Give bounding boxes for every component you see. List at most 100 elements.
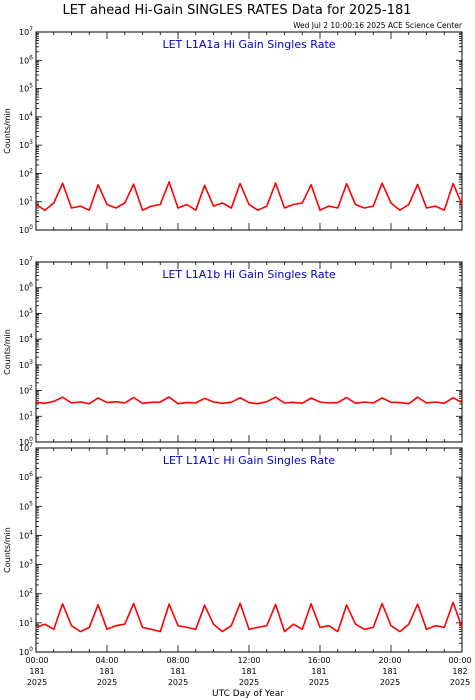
figure-title: LET ahead Hi-Gain SINGLES RATES Data for…: [62, 3, 411, 18]
x-tick-label: 20:00: [378, 656, 401, 665]
y-tick-exponent: 1: [29, 196, 33, 203]
x-axis-label: UTC Day of Year: [212, 689, 284, 699]
y-tick-label: 106: [19, 282, 33, 293]
y-tick-exponent: 0: [29, 646, 33, 653]
y-tick-exponent: 6: [29, 282, 33, 289]
y-tick-label: 101: [19, 617, 33, 628]
y-tick-label: 104: [19, 111, 33, 122]
y-tick-label: 103: [19, 559, 33, 570]
y-tick-base: 10: [19, 473, 29, 482]
y-axis-label: Counts/min: [3, 329, 12, 375]
y-tick-label: 100: [19, 224, 33, 235]
y-tick-exponent: 1: [29, 617, 33, 624]
x-tick-label: 16:00: [307, 656, 330, 665]
y-tick-base: 10: [19, 284, 29, 293]
y-tick-label: 101: [19, 196, 33, 207]
x-tick-label: 2025: [309, 678, 329, 687]
x-tick-label: 2025: [168, 678, 188, 687]
x-tick-label: 181: [29, 667, 44, 676]
y-tick-exponent: 7: [29, 256, 33, 263]
y-tick-exponent: 7: [29, 26, 33, 33]
y-tick-exponent: 7: [29, 442, 33, 449]
y-tick-base: 10: [19, 438, 29, 447]
y-tick-base: 10: [19, 226, 29, 235]
y-tick-label: 102: [19, 385, 33, 396]
x-tick-label: 181: [311, 667, 326, 676]
y-tick-exponent: 5: [29, 83, 33, 90]
y-tick-base: 10: [19, 531, 29, 540]
y-tick-label: 102: [19, 588, 33, 599]
y-tick-label: 106: [19, 54, 33, 65]
x-tick-label: 2025: [450, 678, 470, 687]
x-tick-label: 04:00: [95, 656, 118, 665]
y-tick-label: 107: [19, 442, 33, 453]
x-tick-label: 2025: [380, 678, 400, 687]
x-tick-label: 00:00: [448, 656, 471, 665]
x-tick-label: 00:00: [25, 656, 48, 665]
panel-title: LET L1A1c Hi Gain Singles Rate: [163, 454, 336, 467]
panel-title: LET L1A1b Hi Gain Singles Rate: [162, 268, 336, 281]
y-tick-label: 105: [19, 83, 33, 94]
x-tick-label: 2025: [27, 678, 47, 687]
y-axis-label: Counts/min: [3, 108, 12, 154]
y-tick-label: 107: [19, 26, 33, 37]
x-tick-label: 2025: [97, 678, 117, 687]
y-tick-exponent: 4: [29, 529, 33, 536]
x-tick-label: 181: [170, 667, 185, 676]
y-tick-label: 106: [19, 471, 33, 482]
x-tick-label: 181: [382, 667, 397, 676]
y-tick-exponent: 4: [29, 333, 33, 340]
y-tick-label: 103: [19, 139, 33, 150]
y-tick-label: 101: [19, 410, 33, 421]
y-tick-exponent: 4: [29, 111, 33, 118]
y-tick-exponent: 2: [29, 167, 33, 174]
y-tick-exponent: 2: [29, 588, 33, 595]
y-tick-base: 10: [19, 309, 29, 318]
y-tick-exponent: 2: [29, 385, 33, 392]
y-tick-label: 104: [19, 529, 33, 540]
y-tick-base: 10: [19, 361, 29, 370]
series-line: [35, 396, 463, 405]
y-axis-label: Counts/min: [3, 527, 12, 573]
y-tick-base: 10: [19, 198, 29, 207]
y-tick-base: 10: [19, 387, 29, 396]
x-tick-label: 08:00: [166, 656, 189, 665]
y-tick-exponent: 6: [29, 471, 33, 478]
y-tick-exponent: 0: [29, 224, 33, 231]
x-tick-label: 181: [241, 667, 256, 676]
y-tick-base: 10: [19, 412, 29, 421]
y-tick-label: 103: [19, 359, 33, 370]
y-tick-base: 10: [19, 85, 29, 94]
y-tick-base: 10: [19, 56, 29, 65]
y-tick-base: 10: [19, 28, 29, 37]
y-tick-label: 104: [19, 333, 33, 344]
y-tick-exponent: 5: [29, 500, 33, 507]
x-tick-label: 12:00: [237, 656, 260, 665]
y-tick-base: 10: [19, 590, 29, 599]
y-tick-exponent: 3: [29, 139, 33, 146]
y-tick-base: 10: [19, 169, 29, 178]
panel-title: LET L1A1a Hi Gain Singles Rate: [162, 38, 335, 51]
y-tick-base: 10: [19, 258, 29, 267]
y-tick-base: 10: [19, 335, 29, 344]
y-tick-base: 10: [19, 141, 29, 150]
y-tick-exponent: 3: [29, 359, 33, 366]
y-tick-base: 10: [19, 113, 29, 122]
y-tick-exponent: 3: [29, 559, 33, 566]
series-line: [35, 181, 463, 211]
y-tick-label: 100: [19, 646, 33, 657]
y-tick-label: 100: [19, 436, 33, 447]
x-tick-label: 2025: [239, 678, 259, 687]
y-tick-base: 10: [19, 502, 29, 511]
y-tick-base: 10: [19, 444, 29, 453]
y-tick-base: 10: [19, 561, 29, 570]
y-tick-label: 107: [19, 256, 33, 267]
x-tick-label: 182: [452, 667, 467, 676]
x-tick-label: 181: [99, 667, 114, 676]
